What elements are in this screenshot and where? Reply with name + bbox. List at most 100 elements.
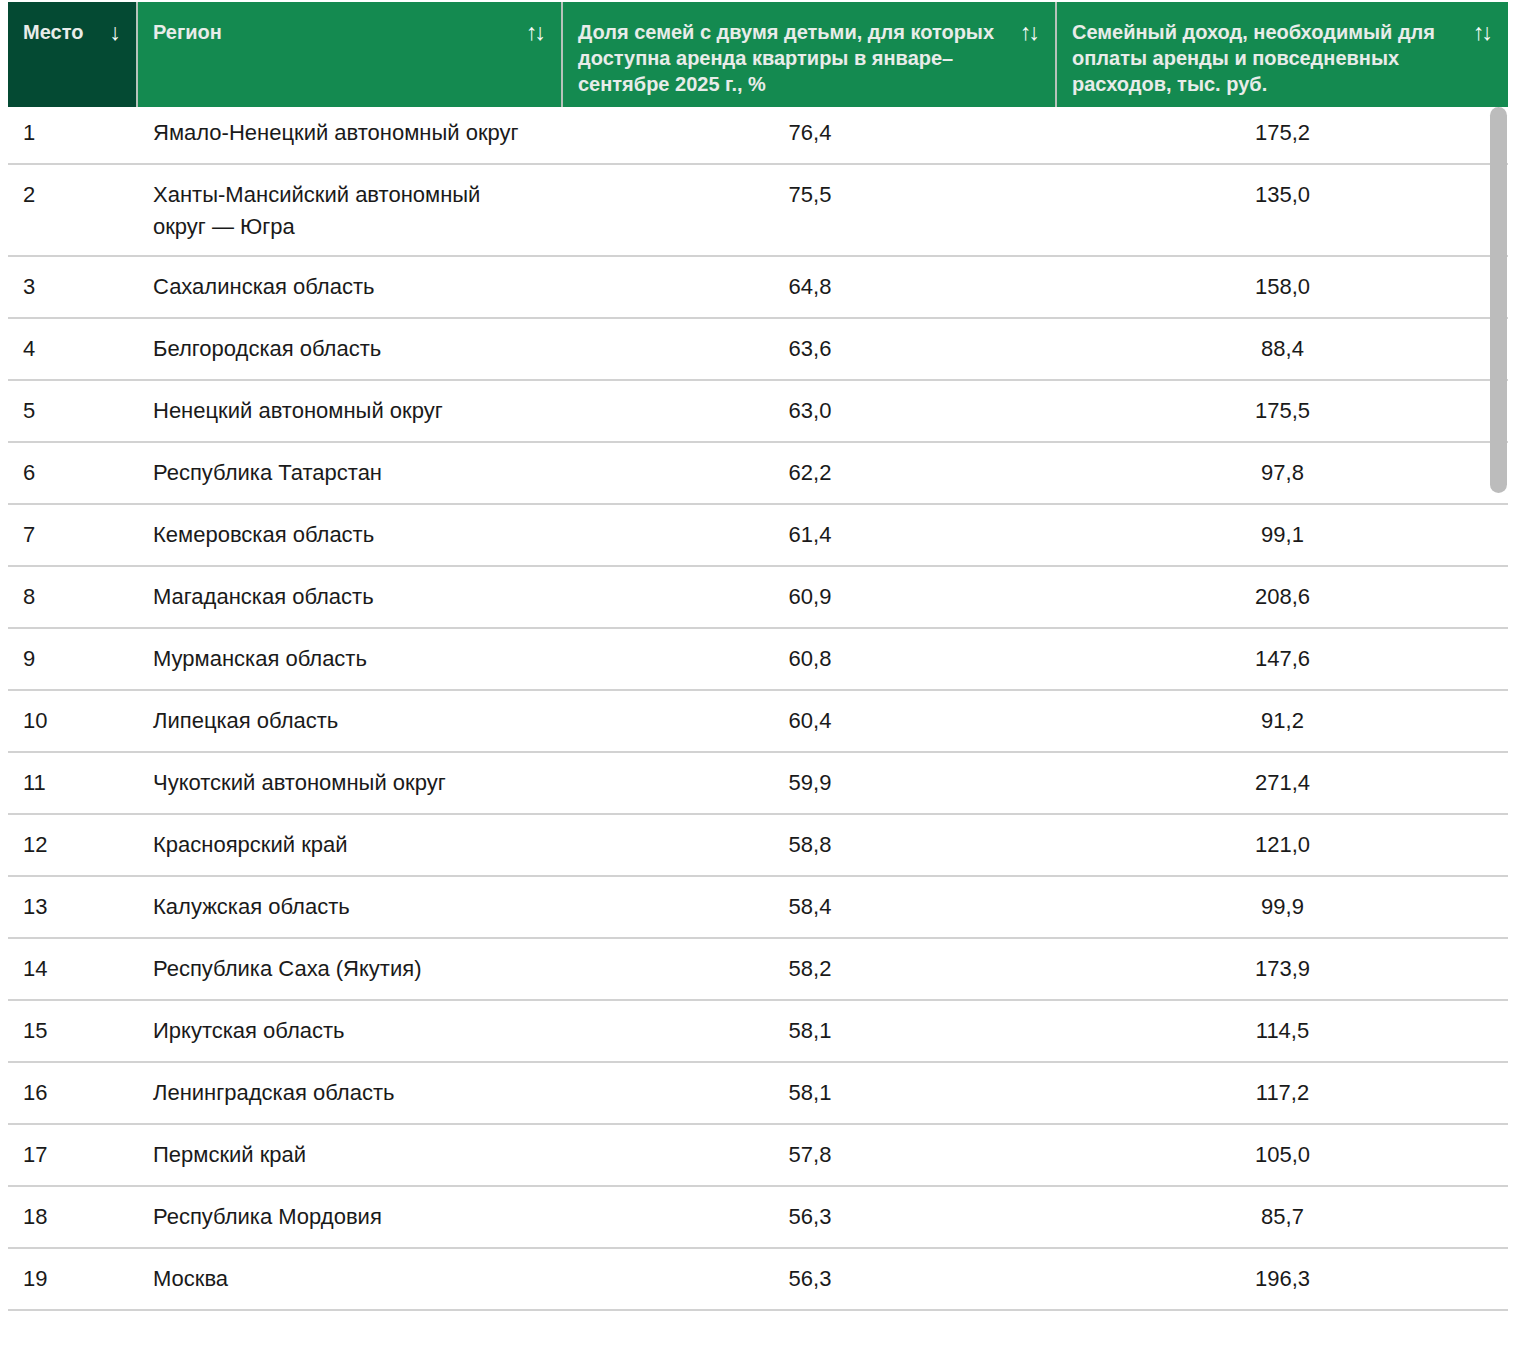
table-row: 3 Сахалинская область 64,8 158,0 xyxy=(8,257,1508,319)
table-row: 12 Красноярский край 58,8 121,0 xyxy=(8,815,1508,877)
region-cell: Москва xyxy=(138,1249,563,1309)
region-cell: Пермский край xyxy=(138,1125,563,1185)
rank-cell: 15 xyxy=(8,1001,138,1061)
table-row: 2 Ханты-Мансийский автономный округ — Юг… xyxy=(8,165,1508,257)
rank-cell: 2 xyxy=(8,165,138,255)
income-cell: 147,6 xyxy=(1057,629,1508,689)
region-name: Кемеровская область xyxy=(153,519,374,551)
table-row: 19 Москва 56,3 196,3 xyxy=(8,1249,1508,1311)
income-cell: 175,2 xyxy=(1057,103,1508,163)
rank-cell: 11 xyxy=(8,753,138,813)
region-name: Иркутская область xyxy=(153,1015,345,1047)
share-cell: 56,3 xyxy=(563,1187,1057,1247)
region-name: Мурманская область xyxy=(153,643,367,675)
income-cell: 91,2 xyxy=(1057,691,1508,751)
income-cell: 121,0 xyxy=(1057,815,1508,875)
region-name: Ямало-Ненецкий автономный округ xyxy=(153,117,519,149)
share-cell: 62,2 xyxy=(563,443,1057,503)
table-row: 1 Ямало-Ненецкий автономный округ 76,4 1… xyxy=(8,103,1508,165)
rank-cell: 19 xyxy=(8,1249,138,1309)
region-name: Ненецкий автономный округ xyxy=(153,395,443,427)
region-name: Красноярский край xyxy=(153,829,348,861)
income-cell: 208,6 xyxy=(1057,567,1508,627)
sort-updown-icon[interactable]: ↑↓ xyxy=(1463,19,1496,45)
income-cell: 114,5 xyxy=(1057,1001,1508,1061)
share-cell: 60,4 xyxy=(563,691,1057,751)
region-cell: Ненецкий автономный округ xyxy=(138,381,563,441)
region-name: Калужская область xyxy=(153,891,350,923)
region-cell: Липецкая область xyxy=(138,691,563,751)
region-name: Липецкая область xyxy=(153,705,338,737)
region-cell: Белгородская область xyxy=(138,319,563,379)
table-row: 4 Белгородская область 63,6 88,4 xyxy=(8,319,1508,381)
income-cell: 85,7 xyxy=(1057,1187,1508,1247)
income-cell: 271,4 xyxy=(1057,753,1508,813)
column-header-income[interactable]: Семейный доход, необходимый для оплаты а… xyxy=(1057,2,1508,107)
rank-cell: 4 xyxy=(8,319,138,379)
region-name: Ленинградская область xyxy=(153,1077,394,1109)
table-row: 11 Чукотский автономный округ 59,9 271,4 xyxy=(8,753,1508,815)
region-name: Пермский край xyxy=(153,1139,306,1171)
share-cell: 75,5 xyxy=(563,165,1057,255)
share-cell: 58,4 xyxy=(563,877,1057,937)
share-cell: 58,1 xyxy=(563,1001,1057,1061)
region-cell: Сахалинская область xyxy=(138,257,563,317)
table-row: 18 Республика Мордовия 56,3 85,7 xyxy=(8,1187,1508,1249)
region-name: Сахалинская область xyxy=(153,271,374,303)
region-name: Республика Мордовия xyxy=(153,1201,382,1233)
income-cell: 135,0 xyxy=(1057,165,1508,255)
share-cell: 63,6 xyxy=(563,319,1057,379)
region-cell: Республика Саха (Якутия) xyxy=(138,939,563,999)
rank-cell: 7 xyxy=(8,505,138,565)
income-cell: 88,4 xyxy=(1057,319,1508,379)
share-cell: 61,4 xyxy=(563,505,1057,565)
table-row: 10 Липецкая область 60,4 91,2 xyxy=(8,691,1508,753)
table-row: 6 Республика Татарстан 62,2 97,8 xyxy=(8,443,1508,505)
share-cell: 58,8 xyxy=(563,815,1057,875)
income-cell: 117,2 xyxy=(1057,1063,1508,1123)
column-header-region[interactable]: Регион ↑↓ xyxy=(138,2,563,107)
share-cell: 60,9 xyxy=(563,567,1057,627)
rank-cell: 6 xyxy=(8,443,138,503)
table-row: 13 Калужская область 58,4 99,9 xyxy=(8,877,1508,939)
income-cell: 105,0 xyxy=(1057,1125,1508,1185)
region-name: Магаданская область xyxy=(153,581,374,613)
region-cell: Чукотский автономный округ xyxy=(138,753,563,813)
column-header-rank[interactable]: Место ↓ xyxy=(8,2,138,107)
region-cell: Республика Татарстан xyxy=(138,443,563,503)
table-row: 16 Ленинградская область 58,1 117,2 xyxy=(8,1063,1508,1125)
income-cell: 158,0 xyxy=(1057,257,1508,317)
income-cell: 99,9 xyxy=(1057,877,1508,937)
rank-cell: 8 xyxy=(8,567,138,627)
income-cell: 97,8 xyxy=(1057,443,1508,503)
rank-cell: 12 xyxy=(8,815,138,875)
share-cell: 58,1 xyxy=(563,1063,1057,1123)
regions-rating-table: Место ↓ Регион ↑↓ Доля семей с двумя дет… xyxy=(8,2,1508,1311)
column-header-share[interactable]: Доля семей с двумя детьми, для которых д… xyxy=(563,2,1057,107)
share-cell: 59,9 xyxy=(563,753,1057,813)
income-cell: 175,5 xyxy=(1057,381,1508,441)
rank-cell: 16 xyxy=(8,1063,138,1123)
rank-cell: 17 xyxy=(8,1125,138,1185)
column-header-region-label: Регион xyxy=(153,19,516,45)
region-cell: Иркутская область xyxy=(138,1001,563,1061)
region-cell: Магаданская область xyxy=(138,567,563,627)
region-cell: Калужская область xyxy=(138,877,563,937)
share-cell: 60,8 xyxy=(563,629,1057,689)
table-header: Место ↓ Регион ↑↓ Доля семей с двумя дет… xyxy=(8,2,1508,103)
table-body: 1 Ямало-Ненецкий автономный округ 76,4 1… xyxy=(8,103,1508,1311)
share-cell: 76,4 xyxy=(563,103,1057,163)
sort-updown-icon[interactable]: ↑↓ xyxy=(516,19,549,45)
rank-cell: 5 xyxy=(8,381,138,441)
sort-desc-icon[interactable]: ↓ xyxy=(100,19,125,45)
region-cell: Красноярский край xyxy=(138,815,563,875)
table-row: 14 Республика Саха (Якутия) 58,2 173,9 xyxy=(8,939,1508,1001)
vertical-scrollbar-thumb[interactable] xyxy=(1490,107,1507,493)
region-name: Республика Татарстан xyxy=(153,457,382,489)
share-cell: 56,3 xyxy=(563,1249,1057,1309)
region-name: Чукотский автономный округ xyxy=(153,767,446,799)
region-name: Ханты-Мансийский автономный округ — Югра xyxy=(153,179,521,243)
share-cell: 57,8 xyxy=(563,1125,1057,1185)
sort-updown-icon[interactable]: ↑↓ xyxy=(1010,19,1043,45)
rank-cell: 3 xyxy=(8,257,138,317)
